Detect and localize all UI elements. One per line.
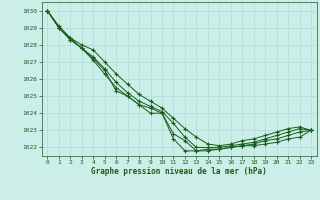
X-axis label: Graphe pression niveau de la mer (hPa): Graphe pression niveau de la mer (hPa) bbox=[91, 167, 267, 176]
